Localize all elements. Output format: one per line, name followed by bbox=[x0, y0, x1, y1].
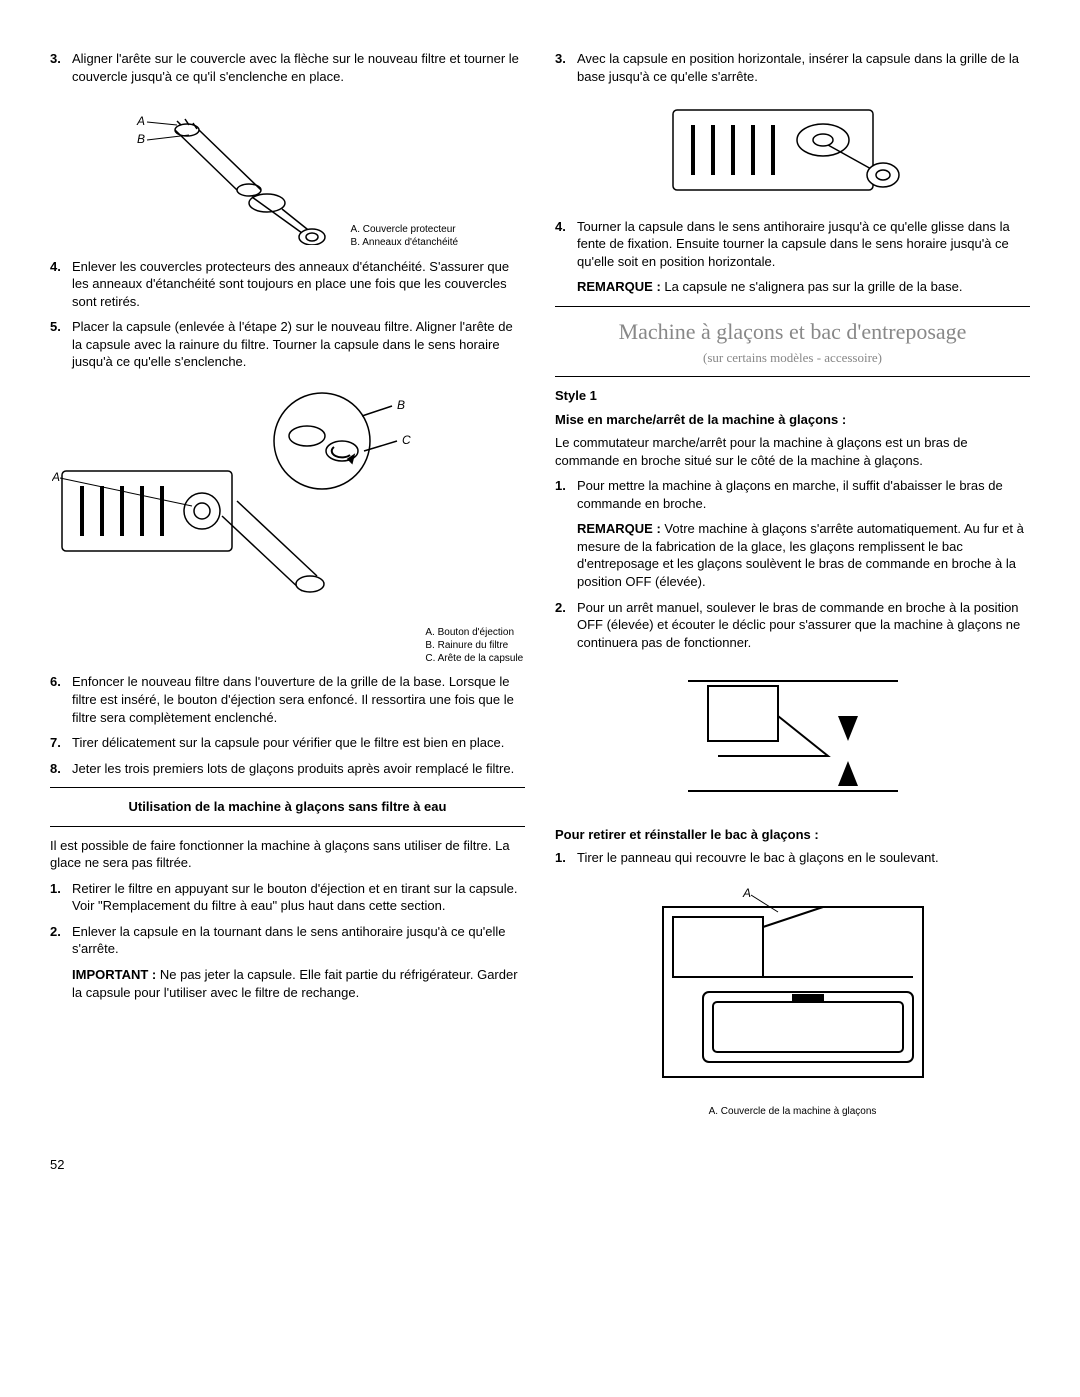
right-list-2: 4. Tourner la capsule dans le sens antih… bbox=[555, 218, 1030, 271]
item-text: Avec la capsule en position horizontale,… bbox=[577, 50, 1030, 85]
fig-label-A: A bbox=[742, 886, 751, 900]
remark-label: REMARQUE : bbox=[577, 279, 661, 294]
item-number: 3. bbox=[50, 50, 72, 85]
fig-label-A: A bbox=[52, 470, 60, 484]
remark-text: La capsule ne s'alignera pas sur la gril… bbox=[661, 279, 963, 294]
item-text: Enlever les couvercles protecteurs des a… bbox=[72, 258, 525, 311]
divider bbox=[50, 826, 525, 827]
right-column: 3. Avec la capsule en position horizonta… bbox=[555, 50, 1030, 1126]
item-number: 6. bbox=[50, 673, 72, 726]
item-number: 8. bbox=[50, 760, 72, 778]
item-number: 4. bbox=[555, 218, 577, 271]
paragraph: Il est possible de faire fonctionner la … bbox=[50, 837, 525, 872]
left-list-1: 3. Aligner l'arête sur le couvercle avec… bbox=[50, 50, 525, 85]
item-text: Tourner la capsule dans le sens antihora… bbox=[577, 218, 1030, 271]
onoff-heading: Mise en marche/arrêt de la machine à gla… bbox=[555, 411, 1030, 429]
remove-heading: Pour retirer et réinstaller le bac à gla… bbox=[555, 826, 1030, 844]
onoff-list: 1. Pour mettre la machine à glaçons en m… bbox=[555, 477, 1030, 512]
section-subtitle: (sur certains modèles - accessoire) bbox=[555, 349, 1030, 367]
item-number: 1. bbox=[555, 849, 577, 867]
fig-label-A: A bbox=[136, 114, 145, 128]
caption-line: C. Arête de la capsule bbox=[425, 652, 523, 665]
figure-caption: A. Bouton d'éjection B. Rainure du filtr… bbox=[425, 626, 523, 665]
sub-heading: Utilisation de la machine à glaçons sans… bbox=[50, 798, 525, 816]
figure-caption: A. Couvercle protecteur B. Anneaux d'éta… bbox=[351, 223, 459, 249]
list-item: 4. Enlever les couvercles protecteurs de… bbox=[50, 258, 525, 311]
figure-caption: A. Couvercle de la machine à glaçons bbox=[555, 1105, 1030, 1118]
list-item: 3. Aligner l'arête sur le couvercle avec… bbox=[50, 50, 525, 85]
list-item: 1. Retirer le filtre en appuyant sur le … bbox=[50, 880, 525, 915]
divider bbox=[50, 787, 525, 788]
fig-label-C: C bbox=[402, 433, 411, 447]
onoff-list-2: 2. Pour un arrêt manuel, soulever le bra… bbox=[555, 599, 1030, 652]
list-item: 4. Tourner la capsule dans le sens antih… bbox=[555, 218, 1030, 271]
left-list-3: 6. Enfoncer le nouveau filtre dans l'ouv… bbox=[50, 673, 525, 777]
remove-list: 1. Tirer le panneau qui recouvre le bac … bbox=[555, 849, 1030, 867]
item-text: Retirer le filtre en appuyant sur le bou… bbox=[72, 880, 525, 915]
item-text: Tirer le panneau qui recouvre le bac à g… bbox=[577, 849, 1030, 867]
divider bbox=[555, 306, 1030, 307]
caption-line: B. Rainure du filtre bbox=[425, 639, 523, 652]
figure-filter-cartridge: A B A. Couvercle protecteur B. Anneaux d… bbox=[50, 95, 525, 250]
item-number: 3. bbox=[555, 50, 577, 85]
list-item: 5. Placer la capsule (enlevée à l'étape … bbox=[50, 318, 525, 371]
list-item: 2. Enlever la capsule en la tournant dan… bbox=[50, 923, 525, 958]
list-item: 8. Jeter les trois premiers lots de glaç… bbox=[50, 760, 525, 778]
list-item: 2. Pour un arrêt manuel, soulever le bra… bbox=[555, 599, 1030, 652]
list-item: 1. Pour mettre la machine à glaçons en m… bbox=[555, 477, 1030, 512]
item-text: Placer la capsule (enlevée à l'étape 2) … bbox=[72, 318, 525, 371]
item-number: 1. bbox=[555, 477, 577, 512]
figure-grille-insert: A B C A. Bouton d'éjection B. Rainure du… bbox=[50, 381, 525, 666]
left-sublist: 1. Retirer le filtre en appuyant sur le … bbox=[50, 880, 525, 958]
caption-line: A. Couvercle protecteur bbox=[351, 223, 459, 236]
figure-icemaker-arm bbox=[555, 661, 1030, 816]
style-heading: Style 1 bbox=[555, 387, 1030, 405]
item-number: 4. bbox=[50, 258, 72, 311]
item-number: 2. bbox=[555, 599, 577, 652]
remark: REMARQUE : La capsule ne s'alignera pas … bbox=[577, 278, 1030, 296]
caption-line: A. Bouton d'éjection bbox=[425, 626, 523, 639]
item-number: 7. bbox=[50, 734, 72, 752]
item-text: Pour mettre la machine à glaçons en marc… bbox=[577, 477, 1030, 512]
divider bbox=[555, 376, 1030, 377]
important-label: IMPORTANT : bbox=[72, 967, 156, 982]
left-list-2: 4. Enlever les couvercles protecteurs de… bbox=[50, 258, 525, 371]
item-number: 5. bbox=[50, 318, 72, 371]
item-number: 2. bbox=[50, 923, 72, 958]
item-text: Enlever la capsule en la tournant dans l… bbox=[72, 923, 525, 958]
page-columns: 3. Aligner l'arête sur le couvercle avec… bbox=[50, 50, 1030, 1126]
remark-label: REMARQUE : bbox=[577, 521, 661, 536]
item-text: Tirer délicatement sur la capsule pour v… bbox=[72, 734, 525, 752]
paragraph: Le commutateur marche/arrêt pour la mach… bbox=[555, 434, 1030, 469]
fig-label-B: B bbox=[137, 132, 145, 146]
fig-label-B: B bbox=[397, 398, 405, 412]
left-column: 3. Aligner l'arête sur le couvercle avec… bbox=[50, 50, 525, 1126]
remark: REMARQUE : Votre machine à glaçons s'arr… bbox=[577, 520, 1030, 590]
item-text: Jeter les trois premiers lots de glaçons… bbox=[72, 760, 525, 778]
item-text: Aligner l'arête sur le couvercle avec la… bbox=[72, 50, 525, 85]
list-item: 3. Avec la capsule en position horizonta… bbox=[555, 50, 1030, 85]
figure-grille-capsule bbox=[555, 95, 1030, 210]
section-title: Machine à glaçons et bac d'entreposage bbox=[555, 317, 1030, 347]
figure-bin-cover: A A. Couvercle de la machine à glaçons bbox=[555, 877, 1030, 1119]
list-item: 7. Tirer délicatement sur la capsule pou… bbox=[50, 734, 525, 752]
item-text: Enfoncer le nouveau filtre dans l'ouvert… bbox=[72, 673, 525, 726]
item-text: Pour un arrêt manuel, soulever le bras d… bbox=[577, 599, 1030, 652]
right-list-1: 3. Avec la capsule en position horizonta… bbox=[555, 50, 1030, 85]
item-number: 1. bbox=[50, 880, 72, 915]
important-note: IMPORTANT : Ne pas jeter la capsule. Ell… bbox=[72, 966, 525, 1001]
list-item: 1. Tirer le panneau qui recouvre le bac … bbox=[555, 849, 1030, 867]
page-number: 52 bbox=[50, 1156, 1030, 1174]
list-item: 6. Enfoncer le nouveau filtre dans l'ouv… bbox=[50, 673, 525, 726]
caption-line: B. Anneaux d'étanchéité bbox=[351, 236, 459, 249]
